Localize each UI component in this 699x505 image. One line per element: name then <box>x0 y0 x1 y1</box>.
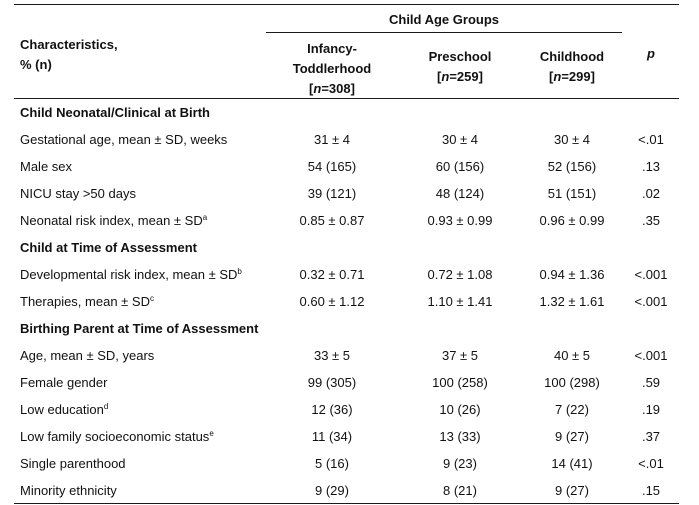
cell-p-value: .37 <box>641 429 661 444</box>
col-preschool-header: Preschool [n=259] <box>399 47 521 87</box>
table-top-rule <box>14 4 679 5</box>
row-label: Neonatal risk index, mean ± SDa <box>20 213 208 228</box>
group-header-rule <box>266 32 622 33</box>
cell-preschool: 13 (33) <box>439 429 481 444</box>
footnote-marker: e <box>209 429 214 438</box>
col1-line1: Infancy- <box>307 41 357 56</box>
table-row: Gestational age, mean ± SD, weeks 31 ± 4… <box>0 126 699 153</box>
p-value-header: p <box>647 46 655 61</box>
cell-p-value: <.001 <box>634 294 668 309</box>
section-title: Child at Time of Assessment <box>20 240 197 255</box>
cell-p-value: <.001 <box>634 348 668 363</box>
cell-childhood: 0.96 ± 0.99 <box>539 213 605 228</box>
cell-childhood: 7 (22) <box>555 402 589 417</box>
cell-infancy: 12 (36) <box>311 402 353 417</box>
characteristics-header: Characteristics, % (n) <box>20 35 118 75</box>
row-label: Single parenthood <box>20 456 126 471</box>
cell-infancy: 11 (34) <box>311 429 353 444</box>
row-label: Developmental risk index, mean ± SDb <box>20 267 242 282</box>
cell-preschool: 60 (156) <box>435 159 485 174</box>
cell-p-value: .19 <box>641 402 661 417</box>
cell-preschool: 0.93 ± 0.99 <box>427 213 493 228</box>
cell-preschool: 0.72 ± 1.08 <box>427 267 493 282</box>
footnote-marker: b <box>237 267 242 276</box>
cell-preschool: 8 (21) <box>443 483 477 498</box>
table-row: NICU stay >50 days 39 (121) 48 (124) 51 … <box>0 180 699 207</box>
cell-childhood: 1.32 ± 1.61 <box>539 294 605 309</box>
col2-n: [n=259] <box>437 69 483 84</box>
cell-childhood: 30 ± 4 <box>553 132 591 147</box>
col-childhood-header: Childhood [n=299] <box>522 47 622 87</box>
characteristics-line2: % (n) <box>20 57 52 72</box>
cell-p-value: .02 <box>641 186 661 201</box>
table-row: Low family socioeconomic statuse 11 (34)… <box>0 423 699 450</box>
cell-p-value: .15 <box>641 483 661 498</box>
cell-preschool: 48 (124) <box>435 186 485 201</box>
cell-infancy: 54 (165) <box>307 159 357 174</box>
row-label: Low family socioeconomic statuse <box>20 429 214 444</box>
cell-childhood: 52 (156) <box>547 159 597 174</box>
row-label: Age, mean ± SD, years <box>20 348 155 363</box>
cell-preschool: 37 ± 5 <box>441 348 479 363</box>
table-row: Male sex 54 (165) 60 (156) 52 (156) .13 <box>0 153 699 180</box>
cell-infancy: 33 ± 5 <box>313 348 351 363</box>
cell-childhood: 9 (27) <box>555 429 589 444</box>
child-age-groups-title: Child Age Groups <box>388 12 500 27</box>
cell-infancy: 39 (121) <box>307 186 357 201</box>
row-label: Male sex <box>20 159 73 174</box>
row-label: Therapies, mean ± SDc <box>20 294 154 309</box>
cell-infancy: 0.85 ± 0.87 <box>299 213 365 228</box>
section-title: Birthing Parent at Time of Assessment <box>20 321 259 336</box>
cell-childhood: 40 ± 5 <box>553 348 591 363</box>
col1-n: [n=308] <box>309 81 355 96</box>
table-row: Minority ethnicity 9 (29) 8 (21) 9 (27) … <box>0 477 699 504</box>
table-row: Female gender 99 (305) 100 (258) 100 (29… <box>0 369 699 396</box>
cell-childhood: 9 (27) <box>555 483 589 498</box>
col3-n: [n=299] <box>549 69 595 84</box>
table-row: Neonatal risk index, mean ± SDa 0.85 ± 0… <box>0 207 699 234</box>
footnote-marker: a <box>202 213 208 222</box>
table-bottom-rule <box>14 503 679 504</box>
cell-infancy: 5 (16) <box>315 456 349 471</box>
table-row: Therapies, mean ± SDc 0.60 ± 1.12 1.10 ±… <box>0 288 699 315</box>
characteristics-line1: Characteristics, <box>20 37 118 52</box>
footnote-marker: c <box>149 294 154 303</box>
cell-childhood: 100 (298) <box>544 375 600 390</box>
col3-line1: Childhood <box>539 49 605 64</box>
cell-p-value: .59 <box>641 375 661 390</box>
cell-p-value: <.01 <box>638 456 664 471</box>
col1-line2: Toddlerhood <box>292 61 372 76</box>
cell-preschool: 1.10 ± 1.41 <box>427 294 493 309</box>
table-row: Single parenthood 5 (16) 9 (23) 14 (41) … <box>0 450 699 477</box>
cell-p-value: <.001 <box>634 267 668 282</box>
row-label: NICU stay >50 days <box>20 186 136 201</box>
cell-preschool: 10 (26) <box>439 402 481 417</box>
cell-infancy: 31 ± 4 <box>313 132 351 147</box>
cell-p-value: .13 <box>641 159 661 174</box>
cell-preschool: 100 (258) <box>432 375 488 390</box>
footnote-marker: d <box>103 402 109 411</box>
row-label: Gestational age, mean ± SD, weeks <box>20 132 228 147</box>
cell-childhood: 51 (151) <box>547 186 597 201</box>
table-row: Developmental risk index, mean ± SDb 0.3… <box>0 261 699 288</box>
cell-preschool: 30 ± 4 <box>441 132 479 147</box>
cell-childhood: 0.94 ± 1.36 <box>539 267 605 282</box>
row-label: Low educationd <box>20 402 109 417</box>
col-infancy-toddlerhood-header: Infancy- Toddlerhood [n=308] <box>266 39 398 99</box>
cell-infancy: 99 (305) <box>307 375 357 390</box>
header-bottom-rule <box>14 98 679 99</box>
row-label: Minority ethnicity <box>20 483 117 498</box>
col2-line1: Preschool <box>428 49 492 64</box>
cell-infancy: 0.60 ± 1.12 <box>299 294 365 309</box>
section-title: Child Neonatal/Clinical at Birth <box>20 105 210 120</box>
table-row: Low educationd 12 (36) 10 (26) 7 (22) .1… <box>0 396 699 423</box>
cell-infancy: 0.32 ± 0.71 <box>299 267 365 282</box>
table-row: Age, mean ± SD, years 33 ± 5 37 ± 5 40 ±… <box>0 342 699 369</box>
cell-infancy: 9 (29) <box>315 483 349 498</box>
row-label: Female gender <box>20 375 108 390</box>
cell-p-value: <.01 <box>638 132 664 147</box>
cell-p-value: .35 <box>641 213 661 228</box>
cell-childhood: 14 (41) <box>551 456 593 471</box>
cell-preschool: 9 (23) <box>443 456 477 471</box>
